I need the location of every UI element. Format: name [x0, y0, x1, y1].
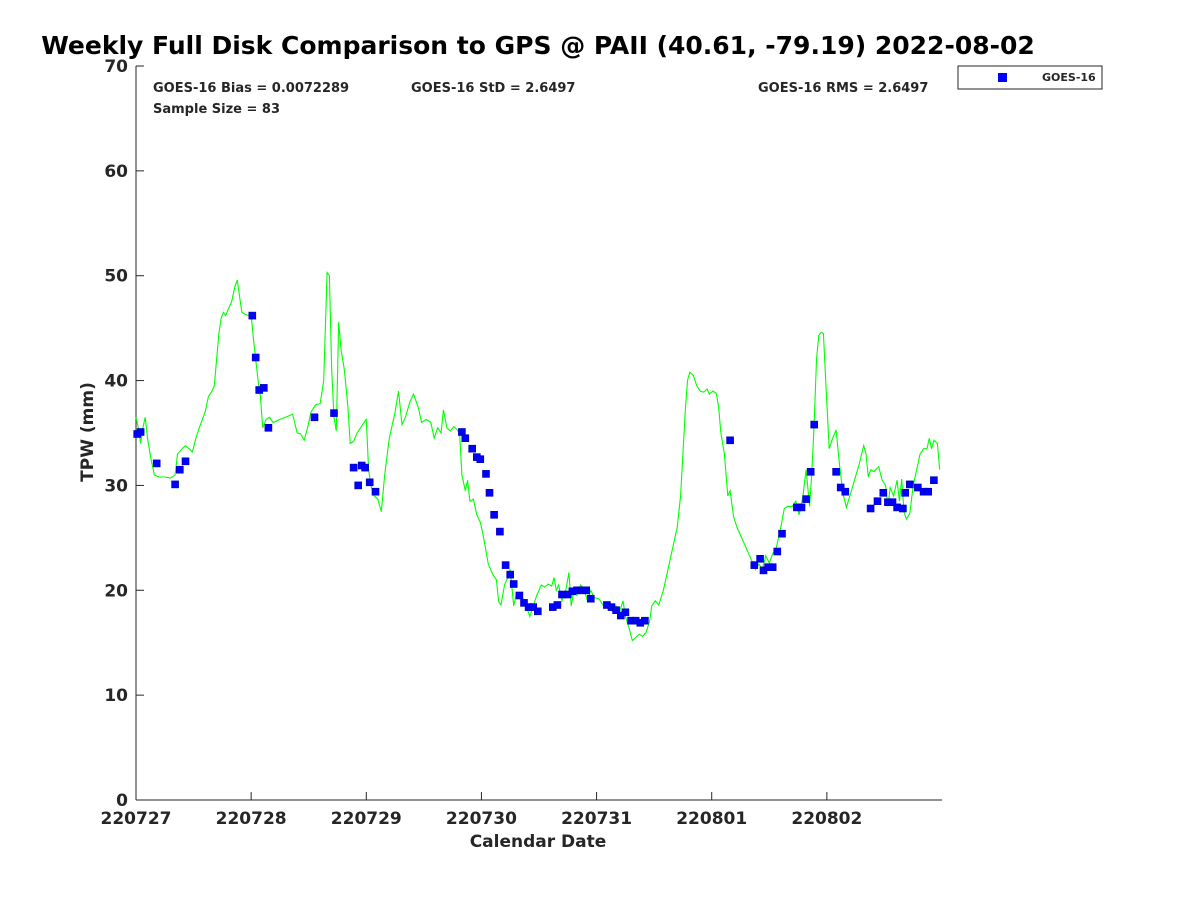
x-tick-label: 220801 — [676, 809, 747, 829]
goes16-data-point — [176, 465, 184, 474]
goes16-data-point — [612, 606, 620, 615]
goes16-data-point — [806, 467, 815, 476]
goes16-data-point — [365, 478, 374, 487]
goes16-data-point — [750, 561, 759, 569]
goes16-data-point — [641, 616, 649, 625]
goes16-data-point — [251, 353, 260, 362]
goes16-data-point — [136, 428, 145, 436]
goes16-data-point — [533, 607, 542, 616]
goes16-data-point — [768, 563, 777, 572]
goes16-data-point — [802, 495, 810, 503]
goes16-data-point — [836, 483, 845, 492]
std-stat: GOES-16 StD = 2.6497 — [411, 81, 575, 96]
legend-label-goes16: GOES-16 — [1042, 71, 1096, 84]
goes16-data-point — [152, 459, 161, 468]
goes16-data-point — [501, 561, 510, 569]
x-axis-label: Calendar Date — [470, 832, 607, 852]
goes16-data-point — [778, 529, 786, 538]
goes16-data-point — [181, 457, 190, 466]
legend-box — [957, 65, 1103, 90]
goes16-data-point — [797, 503, 806, 512]
y-tick-label: 60 — [104, 162, 128, 182]
x-tick-label: 220730 — [446, 809, 517, 829]
goes16-data-point — [330, 409, 338, 417]
goes16-data-point — [349, 463, 358, 472]
goes16-data-point — [879, 488, 888, 497]
goes16-data-point — [506, 570, 515, 579]
goes16-data-point — [490, 510, 498, 519]
goes16-data-point — [461, 434, 470, 443]
goes16-data-point — [476, 455, 485, 464]
x-tick-label: 220731 — [561, 809, 632, 829]
goes16-data-point — [586, 594, 595, 603]
x-tick-label: 220729 — [331, 809, 402, 829]
goes16-data-point — [248, 311, 257, 320]
x-tick-label: 220728 — [216, 809, 287, 829]
goes16-data-point — [899, 504, 907, 513]
goes16-data-point — [913, 483, 922, 492]
y-tick-label: 20 — [104, 581, 128, 601]
gps-series-line — [135, 271, 941, 642]
sample-size-stat: Sample Size = 83 — [153, 102, 280, 117]
plot-area — [135, 66, 942, 801]
goes16-data-point — [354, 481, 363, 490]
goes16-data-point — [482, 470, 490, 478]
goes16-data-point — [171, 480, 179, 489]
rms-stat: GOES-16 RMS = 2.6497 — [758, 81, 928, 96]
y-tick-label: 10 — [104, 686, 128, 706]
legend: GOES-16 — [957, 65, 1103, 90]
y-axis-label: TPW (mm) — [78, 382, 98, 482]
goes16-data-point — [529, 603, 538, 611]
goes16-data-point — [515, 591, 524, 600]
goes16-data-point — [773, 547, 782, 556]
goes16-data-point — [832, 467, 840, 476]
y-tick-label: 30 — [104, 476, 128, 496]
goes16-data-point — [310, 413, 319, 422]
goes16-data-point — [873, 497, 882, 506]
series-line-group — [135, 271, 941, 642]
x-tick-label: 220727 — [101, 809, 172, 829]
goes16-data-point — [756, 554, 764, 563]
chart-title: Weekly Full Disk Comparison to GPS @ PAI… — [41, 31, 1035, 60]
y-tick-label: 0 — [116, 791, 128, 811]
legend-marker-goes16 — [998, 73, 1007, 82]
y-tick-label: 50 — [104, 267, 128, 287]
goes16-data-point — [841, 487, 850, 496]
goes16-data-point — [553, 601, 562, 609]
goes16-data-point — [485, 488, 494, 497]
goes16-data-point — [496, 527, 504, 536]
goes16-data-point — [582, 586, 591, 595]
goes16-data-point — [509, 580, 518, 588]
goes16-data-point — [520, 599, 528, 607]
goes16-data-point — [371, 487, 380, 496]
series-points-group — [133, 311, 938, 627]
goes16-data-point — [259, 384, 268, 392]
goes16-data-point — [905, 480, 914, 489]
goes16-data-point — [866, 504, 875, 513]
axis-ticks: 0 10 20 30 40 50 60 70 220727 220728 220729 220730 2… — [101, 57, 863, 829]
goes16-data-point — [264, 423, 273, 432]
goes16-data-point — [930, 476, 938, 485]
bias-stat: GOES-16 Bias = 0.0072289 — [153, 81, 349, 96]
goes16-data-point — [924, 487, 933, 496]
goes16-data-point — [621, 608, 630, 617]
y-tick-label: 70 — [104, 57, 128, 77]
y-tick-label: 40 — [104, 372, 128, 392]
goes16-data-point — [810, 420, 819, 429]
goes16-data-point — [468, 444, 477, 453]
x-tick-label: 220802 — [791, 809, 862, 829]
goes16-data-point — [361, 463, 369, 472]
goes16-data-point — [901, 488, 910, 497]
goes16-data-point — [726, 436, 734, 445]
goes16-data-point — [888, 498, 897, 507]
